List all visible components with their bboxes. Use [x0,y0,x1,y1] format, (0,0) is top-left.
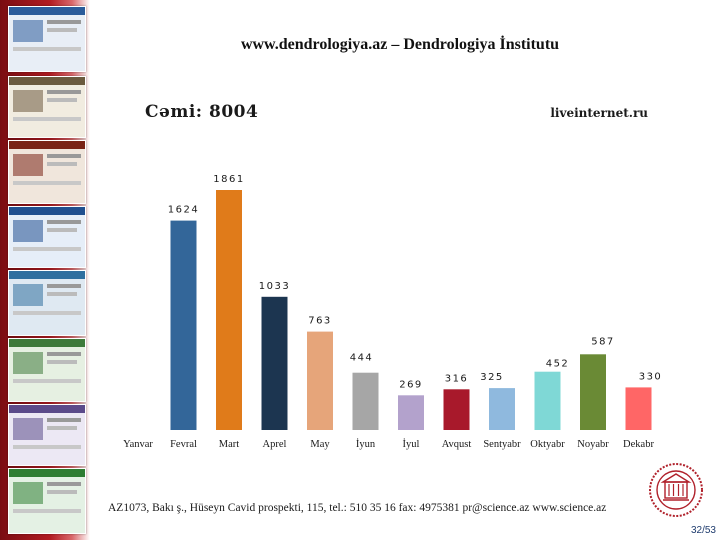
footer-contact: AZ1073, Bakı ş., Hüseyn Cavid prospekti,… [108,502,607,514]
value-label-4: 1033 [259,281,290,292]
website-thumbnail-8 [8,468,86,534]
bar-11 [580,354,606,430]
value-label-7: 269 [399,379,423,390]
total-visits: Cəmi: 8004 [145,102,259,122]
category-label-i-yul: İyul [403,438,420,450]
website-thumbnail-7 [8,404,86,466]
category-label-fevral: Fevral [170,439,197,450]
academy-seal-icon [649,463,703,517]
value-label-6: 444 [350,353,374,364]
category-label-i-yun: İyun [356,438,376,450]
data-source: liveinternet.ru [550,106,648,120]
website-thumbnail-6 [8,338,86,402]
bar-2 [170,220,197,430]
bar-12 [625,387,652,430]
page-number: 32/53 [690,525,716,536]
slide-title: www.dendrologiya.az – Dendrologiya İnsti… [240,36,560,53]
bar-5 [307,331,333,430]
category-label-yanvar: Yanvar [123,439,153,450]
value-label-2: 1624 [168,205,199,216]
category-label-sentyabr: Sentyabr [483,439,521,450]
value-label-9: 325 [480,372,504,383]
bar-9 [489,388,515,430]
category-label-dekabr: Dekabr [623,439,654,450]
website-thumbnail-3 [8,140,86,204]
value-label-8: 316 [445,373,469,384]
bar-7 [398,395,424,430]
value-label-10: 452 [546,359,570,370]
bar-6 [352,372,379,430]
value-label-5: 763 [308,316,332,327]
bar-3 [216,190,242,430]
website-thumbnail-5 [8,270,86,336]
website-thumbnail-1 [8,6,86,72]
value-label-11: 587 [591,336,615,347]
value-label-12: 330 [639,371,663,382]
bar-10 [534,371,561,430]
bar-4 [261,296,288,430]
website-thumbnail-2 [8,76,86,138]
category-label-noyabr: Noyabr [577,439,609,450]
category-label-aprel: Aprel [263,439,287,450]
bar-8 [443,389,470,430]
category-label-avqust: Avqust [442,439,472,450]
category-label-mart: Mart [219,439,239,450]
category-label-may: May [310,439,330,450]
category-label-oktyabr: Oktyabr [530,439,565,450]
website-thumbnail-4 [8,206,86,268]
value-label-3: 1861 [213,174,244,185]
